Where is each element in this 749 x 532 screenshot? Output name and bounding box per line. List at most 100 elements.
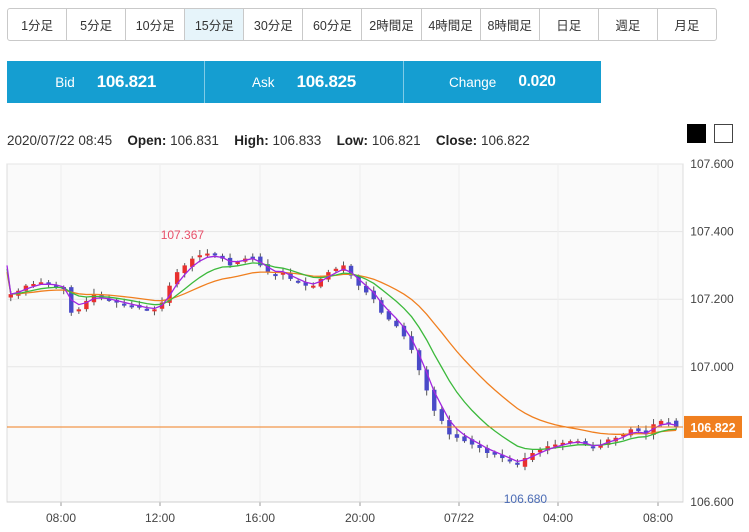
timeframe-tab[interactable]: 月足: [674, 19, 700, 33]
candle-body: [462, 436, 467, 442]
candle-body: [469, 439, 475, 445]
y-tick-label: 107.200: [690, 292, 734, 306]
candle-body: [303, 282, 308, 286]
high-annotation: 107.367: [161, 228, 205, 242]
candle-body: [621, 434, 626, 437]
candle-body: [333, 268, 339, 271]
ohlc-info: 2020/07/22 08:45 Open: 106.831 High: 106…: [7, 133, 534, 148]
timeframe-tab[interactable]: 15分足: [185, 9, 245, 40]
candle-body: [197, 255, 203, 258]
x-tick-label: 08:00: [643, 511, 673, 525]
bid-value: 106.821: [96, 72, 157, 91]
y-tick-label: 107.400: [690, 225, 734, 239]
y-tick-label: 107.600: [690, 157, 734, 171]
timeframe-tab[interactable]: 日足: [540, 9, 599, 40]
candle-body: [23, 285, 29, 291]
candle-body: [273, 274, 278, 277]
candle-body: [568, 441, 573, 444]
candle-body: [432, 389, 437, 411]
x-tick-label: 08:00: [46, 511, 76, 525]
candle-body: [265, 264, 271, 273]
candle-body: [515, 462, 520, 465]
y-tick-label: 107.000: [690, 360, 734, 374]
candle-body: [250, 256, 255, 259]
ask-value: 106.825: [296, 72, 357, 91]
candle-body: [363, 285, 369, 293]
candle-body: [409, 336, 414, 350]
timeframe-tab[interactable]: 2時間足: [362, 9, 422, 40]
candle-body: [658, 420, 664, 425]
candle-body: [122, 303, 127, 306]
candle-body: [182, 265, 187, 274]
candle-body: [386, 311, 392, 320]
ma-short-line: [6, 255, 677, 463]
candle-body: [46, 282, 51, 285]
candle-body: [674, 420, 679, 427]
candle-body: [8, 294, 13, 298]
candle-body: [76, 309, 82, 312]
current-price-tag: [684, 415, 742, 438]
timeframe-tab[interactable]: 週足: [599, 9, 658, 40]
candle-body: [144, 308, 150, 311]
high-label: High:: [234, 133, 269, 148]
candle-body: [174, 272, 180, 285]
timeframe-tab[interactable]: 4時間足: [422, 9, 481, 40]
candle-body: [439, 409, 445, 421]
candle-body: [477, 444, 482, 448]
ask-cell: Ask 106.825: [205, 61, 404, 103]
candlestick-chart[interactable]: 107.600 107.400 107.200 107.000 106.600 08:00…: [0, 150, 749, 532]
candle-body: [636, 428, 641, 432]
timeframe-tab[interactable]: 30分足: [244, 9, 304, 40]
candle-body: [507, 459, 513, 462]
candle-body: [492, 452, 497, 455]
open-label: Open:: [127, 133, 167, 148]
change-cell: Change 0.020: [404, 61, 601, 103]
candle-body: [341, 265, 346, 271]
y-tick-label: 106.600: [690, 495, 734, 509]
candle-body: [500, 454, 505, 459]
candle-body: [152, 309, 157, 312]
candle-body: [288, 273, 293, 279]
candle-body: [356, 275, 361, 286]
light-theme-toggle[interactable]: [714, 124, 733, 143]
change-value: 0.020: [518, 73, 556, 90]
x-tick-label: 07/22: [444, 511, 474, 525]
close-value: 106.822: [480, 133, 530, 148]
timeframe-tab[interactable]: 8時間足: [481, 9, 540, 40]
ma-mid-line: [6, 262, 677, 451]
info-datetime: 2020/07/22 08:45: [7, 133, 113, 148]
candle-body: [598, 444, 603, 448]
timeframe-tab[interactable]: 1分足: [8, 9, 68, 40]
low-label: Low:: [336, 133, 369, 148]
candle-body: [190, 258, 195, 267]
current-price-label: 106.822: [690, 421, 735, 435]
candle-body: [38, 282, 44, 285]
candle-body: [537, 449, 543, 453]
x-tick-label: 20:00: [345, 511, 375, 525]
high-value: 106.833: [272, 133, 322, 148]
x-tick-label: 12:00: [145, 511, 175, 525]
candle-body: [295, 280, 301, 283]
timeframe-tab[interactable]: 10分足: [126, 9, 186, 40]
open-value: 106.831: [170, 133, 219, 148]
candle-body: [258, 256, 263, 266]
candle-body: [590, 446, 596, 449]
candle-body: [484, 447, 490, 453]
timeframe-tab[interactable]: 5分足: [67, 9, 127, 40]
candle-body: [379, 300, 384, 313]
candle-body: [31, 283, 36, 286]
low-value: 106.821: [371, 133, 421, 148]
change-label: Change: [449, 74, 497, 90]
candle-body: [643, 430, 649, 435]
dark-theme-toggle[interactable]: [687, 124, 706, 143]
candle-body: [416, 350, 422, 371]
candle-body: [280, 272, 286, 275]
timeframe-tab[interactable]: 60分足: [303, 9, 363, 40]
candle-body: [318, 278, 324, 287]
candle-body: [628, 429, 634, 436]
candle-body: [454, 434, 460, 438]
candle-body: [424, 369, 429, 391]
candle-body: [205, 253, 210, 256]
quote-bar: Bid 106.821 Ask 106.825 Change 0.020: [7, 61, 601, 103]
x-tick-label: 16:00: [245, 511, 275, 525]
